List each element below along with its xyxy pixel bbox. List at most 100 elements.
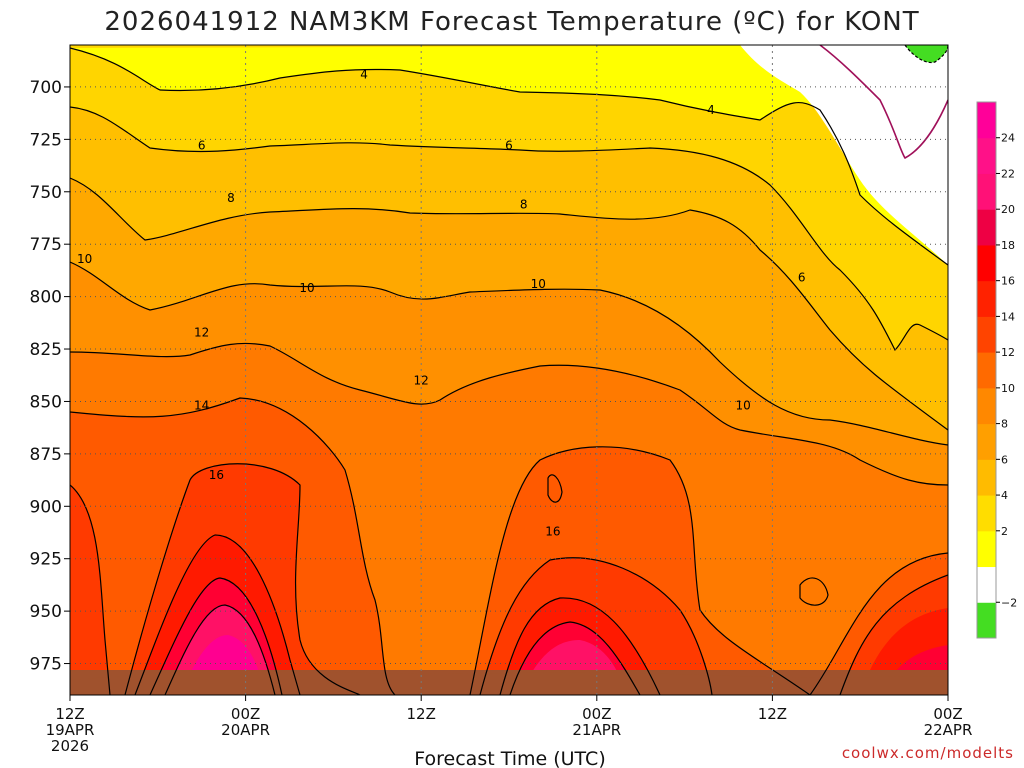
contour-label: 4 [707, 103, 715, 117]
x-tick-label: 19APR [46, 721, 95, 739]
contour-minus2-line [904, 45, 948, 64]
contour-labels: 4 4 6 6 6 8 8 10 10 10 10 12 12 14 16 16 [77, 67, 806, 538]
y-tick-label: 975 [30, 655, 62, 675]
contour-14-left [70, 397, 396, 695]
y-tick-label: 850 [30, 392, 62, 412]
x-tick-label: 12Z [407, 705, 436, 723]
colorbar-swatch [977, 209, 996, 246]
y-tick-label: 825 [30, 340, 62, 360]
contour-label-text: 10 [735, 399, 750, 413]
colorbar-tick-label: 12 [1001, 346, 1015, 359]
contour-12 [70, 342, 948, 486]
contour-label-text: 8 [227, 191, 235, 205]
contour-label-text: 16 [545, 524, 560, 538]
colorbar-swatch [977, 352, 996, 389]
x-tick-label: 00Z [231, 705, 260, 723]
contour-label-text: 4 [360, 67, 368, 81]
contour-label: 12 [414, 373, 429, 387]
contour-16-edge [839, 574, 948, 695]
colorbar-swatch [977, 495, 996, 532]
contour-label: 6 [798, 271, 806, 285]
contour-small-loop-2 [799, 577, 829, 606]
band-0-2 [740, 45, 948, 265]
y-tick-label: 875 [30, 445, 62, 465]
contour-label-text: 10 [299, 281, 314, 295]
colorbar-tick-label: −2 [1001, 596, 1017, 609]
terrain-edge [70, 670, 948, 695]
contour-lines [70, 47, 948, 695]
contour-4 [70, 47, 948, 266]
contour-6 [70, 106, 948, 352]
colorbar-tick-label: 4 [1001, 489, 1008, 502]
x-tick-label: 21APR [572, 721, 621, 739]
contour-label-text: 6 [505, 139, 513, 153]
y-tick-label: 800 [30, 288, 62, 308]
y-tick-label: 750 [30, 183, 62, 203]
contour-label-text: 14 [194, 399, 209, 413]
colorbar-tick-label: 10 [1001, 382, 1015, 395]
x-tick-label: 2026 [51, 737, 89, 755]
contour-label: 6 [198, 139, 206, 153]
y-tick-label: 700 [30, 78, 62, 98]
contour-18-left [134, 534, 301, 695]
colorbar-swatch [977, 244, 996, 282]
colorbar-swatch [977, 602, 996, 639]
contour-14-right [809, 552, 948, 695]
contour-label: 8 [227, 191, 235, 205]
band-4-6 [70, 45, 948, 350]
x-tick-label: 12Z [55, 705, 84, 723]
contour-label-text: 10 [77, 252, 92, 266]
contour-label: 10 [77, 252, 92, 266]
colorbar-tick-label: 22 [1001, 167, 1015, 180]
x-axis-label: Forecast Time (UTC) [414, 748, 605, 768]
contour-label-text: 6 [198, 139, 206, 153]
contour-14-mid [469, 446, 811, 695]
colorbar-swatch [977, 530, 996, 568]
contour-label: 10 [299, 281, 314, 295]
y-tick-label: 925 [30, 550, 62, 570]
band-2-4 [70, 45, 948, 265]
contour-20-mid [509, 621, 641, 695]
contour-22-left [164, 604, 276, 695]
colorbar-tick-label: 24 [1001, 132, 1015, 145]
y-tick-label: 725 [30, 130, 62, 150]
colorbar-swatch [977, 423, 996, 460]
credit-text: coolwx.com/modelts [842, 744, 1014, 762]
contour-16-mid [124, 463, 361, 695]
contour-label-text: 12 [194, 325, 209, 339]
contour-label: 12 [194, 325, 209, 339]
y-tick-label: 775 [30, 235, 62, 255]
contour-label: 14 [194, 399, 209, 413]
x-tick-label: 00Z [933, 705, 962, 723]
colorbar-tick-label: 14 [1001, 310, 1015, 323]
colorbar-swatch [977, 102, 996, 139]
contour-label-text: 12 [414, 373, 429, 387]
x-tick-label: 12Z [758, 705, 787, 723]
contour-label: 4 [360, 67, 368, 81]
x-tick-label: 22APR [924, 721, 973, 739]
contour-small-loop [547, 474, 563, 503]
contour-label: 8 [520, 197, 528, 211]
band-below-minus2 [905, 45, 948, 63]
contour-label-text: 6 [798, 271, 806, 285]
contour-label-text: 8 [520, 197, 528, 211]
contour-16-left [70, 484, 111, 695]
contour-zero-line [819, 45, 948, 160]
colorbar-swatch [977, 387, 996, 425]
colorbar-swatch [977, 566, 996, 603]
contour-18-mid [499, 597, 661, 695]
colorbar-tick-label: 8 [1001, 418, 1008, 431]
contour-20-left [149, 577, 283, 695]
plot-frame [69, 44, 949, 696]
contour-16-right [479, 557, 713, 695]
band-16-18 [70, 485, 110, 695]
colorbar-swatch [977, 280, 996, 317]
y-tick-label: 900 [30, 497, 62, 517]
contour-label: 16 [545, 524, 560, 538]
colorbar-tick-label: 2 [1001, 525, 1008, 538]
contour-label: 10 [531, 277, 546, 291]
x-tick-label: 00Z [582, 705, 611, 723]
colorbar-swatch [977, 173, 996, 210]
